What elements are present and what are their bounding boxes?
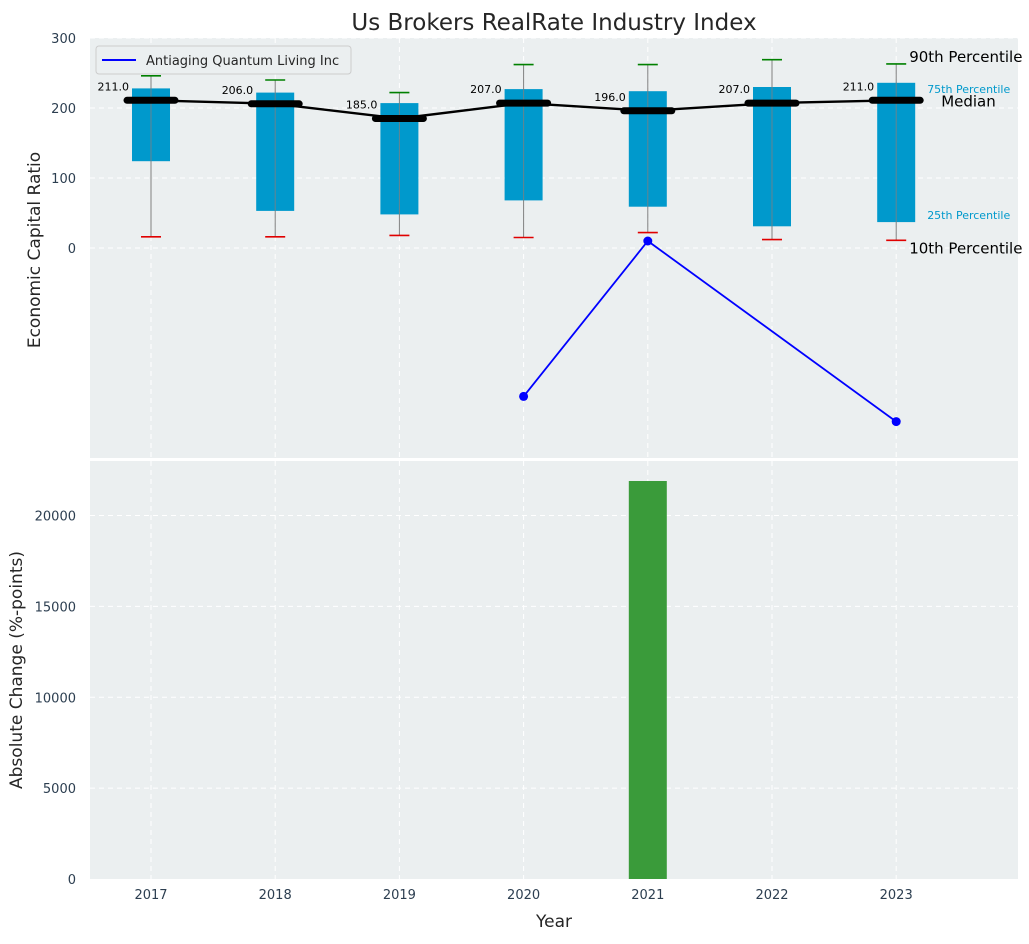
median-line-group: 211.0 206.0 185.0 207.0 196.0 207.0 211.0	[98, 80, 924, 122]
x-tick-label: 2021	[631, 888, 664, 903]
median-value-label: 211.0	[98, 80, 130, 93]
top-y-axis-label: Economic Capital Ratio	[25, 152, 45, 348]
company-point	[891, 417, 901, 427]
x-tick-label: 2023	[880, 888, 913, 903]
median-value-label: 206.0	[222, 84, 254, 97]
median-value-label: 196.0	[594, 91, 626, 104]
bar-series	[628, 480, 667, 879]
bottom-y-ticks: 0 5000 10000 15000 20000	[35, 510, 76, 888]
x-tick-label: 2022	[755, 888, 788, 903]
chart-title: Us Brokers RealRate Industry Index	[351, 10, 756, 36]
company-point	[519, 391, 529, 401]
company-point	[643, 236, 653, 246]
bottom-y-tick-label: 10000	[35, 691, 76, 706]
top-y-tick-label: 200	[51, 102, 76, 117]
median-value-label: 207.0	[470, 83, 502, 96]
p25-annotation: 25th Percentile	[927, 209, 1010, 222]
x-ticks: 2017 2018 2019 2020 2021 2022 2023	[134, 888, 912, 903]
legend: Antiaging Quantum Living Inc	[95, 45, 352, 75]
x-axis-label: Year	[535, 912, 572, 932]
median-value-label: 211.0	[843, 80, 875, 93]
p75-annotation: 75th Percentile	[927, 83, 1010, 96]
bottom-y-axis-label: Absolute Change (%-points)	[7, 551, 27, 789]
x-tick-label: 2017	[134, 888, 167, 903]
bar-chart-panel: 0 5000 10000 15000 20000 2017 2018 2019 2020 202…	[7, 461, 1018, 932]
top-y-tick-label: 100	[51, 172, 76, 187]
company-series-group	[519, 236, 901, 427]
legend-entry: Antiaging Quantum Living Inc	[146, 54, 339, 69]
bottom-y-tick-label: 20000	[35, 510, 76, 525]
legend-box	[95, 45, 352, 75]
top-y-tick-label: 0	[68, 242, 76, 257]
change-bar	[628, 480, 667, 879]
box-plot-panel: 0 100 200 300 211.0 206.0 185.0 207.0 196.0 207.…	[25, 10, 1022, 458]
top-y-ticks: 0 100 200 300	[51, 32, 76, 257]
p90-annotation: 90th Percentile	[909, 48, 1022, 66]
x-tick-label: 2018	[259, 888, 292, 903]
x-tick-label: 2019	[383, 888, 416, 903]
top-grid	[90, 37, 1018, 458]
median-value-label: 185.0	[346, 99, 378, 112]
top-y-tick-label: 300	[51, 32, 76, 47]
bottom-y-tick-label: 0	[68, 873, 76, 888]
median-value-label: 207.0	[719, 83, 751, 96]
x-tick-label: 2020	[507, 888, 540, 903]
median-annotation: Median	[941, 92, 996, 110]
bottom-plot-area	[90, 461, 1018, 879]
bottom-y-tick-label: 15000	[35, 600, 76, 615]
p10-annotation: 10th Percentile	[909, 239, 1022, 257]
bottom-y-tick-label: 5000	[43, 782, 76, 797]
